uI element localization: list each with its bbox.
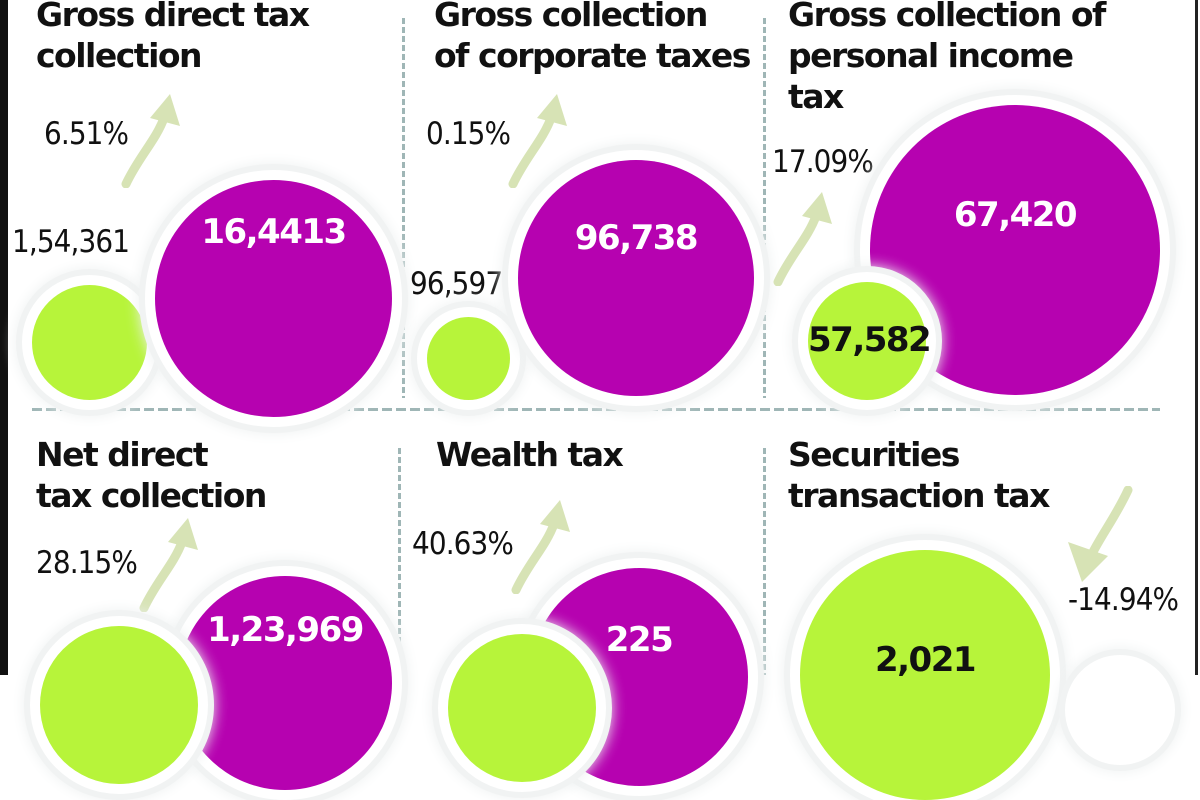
change-percent: 28.15%	[36, 545, 138, 581]
change-percent: 0.15%	[426, 116, 511, 152]
previous-value-bubble	[32, 285, 147, 400]
previous-value-label: 1,54,361	[12, 224, 130, 260]
up-arrow-icon	[773, 192, 832, 286]
panel-title: Gross collection of corporate taxes	[434, 0, 751, 75]
current-value-bubble: 1,23,969	[178, 576, 392, 790]
panel-title: Gross direct tax collection	[36, 0, 310, 75]
current-value-label: 1,23,969	[207, 610, 364, 650]
current-value-bubble: 16,4413	[155, 180, 392, 417]
current-value-bubble-offscreen	[1075, 665, 1165, 755]
panel-title: Net direct tax collection	[36, 435, 267, 515]
current-value-label: 16,4413	[201, 212, 347, 252]
previous-value-label: 96,597	[410, 266, 503, 302]
up-arrow-icon	[508, 94, 567, 188]
divider-horizontal	[32, 408, 1160, 411]
up-arrow-icon	[139, 518, 198, 612]
panel-title: Wealth tax	[436, 435, 624, 474]
panel-title: Securities transaction tax	[788, 435, 1050, 515]
change-percent: 6.51%	[44, 116, 129, 152]
current-value-bubble: 96,738	[518, 160, 754, 396]
divider-vertical-2-top	[763, 18, 766, 398]
current-value-label: 67,420	[953, 195, 1078, 235]
change-percent: 40.63%	[412, 526, 514, 562]
divider-vertical-1-top	[402, 18, 405, 398]
divider-vertical-1-bottom	[398, 448, 401, 675]
right-border	[1195, 0, 1198, 675]
previous-value-label: 57,582	[808, 320, 932, 360]
divider-vertical-2-bottom	[763, 448, 766, 675]
change-percent: 17.09%	[772, 144, 874, 180]
previous-value-bubble	[448, 634, 596, 782]
change-percent: -14.94%	[1068, 582, 1179, 618]
previous-value-label: 2,021	[874, 640, 977, 680]
up-arrow-icon	[121, 94, 180, 188]
previous-value-bubble	[40, 626, 198, 784]
current-value-label: 225	[605, 620, 674, 660]
previous-value-bubble	[427, 317, 510, 400]
down-arrow-icon	[1068, 486, 1133, 582]
previous-value-bubble: 57,582	[808, 282, 932, 400]
previous-value-bubble: 2,021	[800, 550, 1050, 800]
up-arrow-icon	[511, 500, 570, 594]
panel-title: Gross collection of personal income tax	[788, 0, 1106, 116]
current-value-label: 96,738	[574, 218, 699, 258]
left-border	[0, 0, 8, 675]
